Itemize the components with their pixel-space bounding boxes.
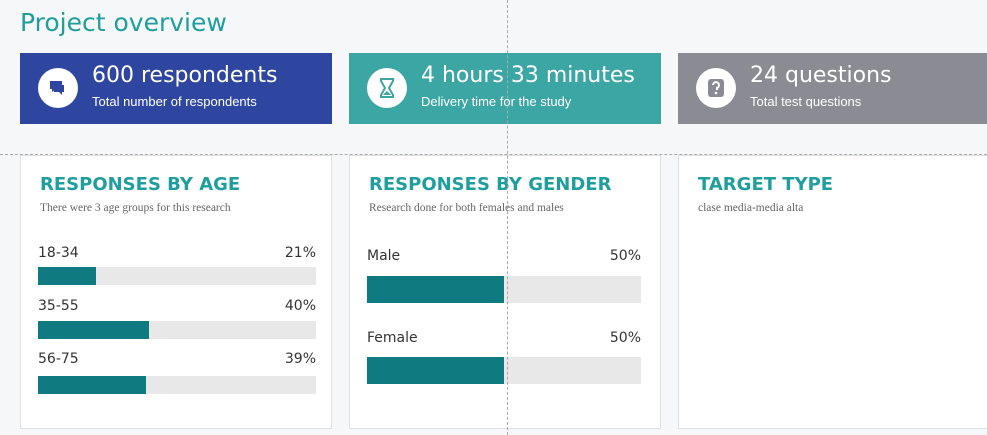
bar-fill [38, 267, 97, 285]
panel-subtitle: clase media-media alta [698, 202, 804, 214]
stat-value: 600 respondents [92, 63, 278, 88]
panel: TARGET TYPE clase media-media alta [678, 155, 987, 429]
bar-label: 35-55 [38, 298, 79, 314]
bar-value-label: 39% [284, 351, 316, 367]
bar-fill [367, 276, 504, 303]
bar-track [38, 376, 316, 394]
bar-label: Female [367, 330, 418, 346]
stat-value: 24 questions [750, 63, 892, 88]
bar-value-label: 21% [284, 245, 316, 261]
bar-label: 18-34 [38, 245, 79, 261]
bar-fill [367, 357, 504, 384]
icon-glyph [50, 81, 64, 95]
bar-label: 56-75 [38, 351, 79, 367]
guide-line [507, 0, 508, 435]
bar-value-label: 40% [284, 298, 316, 314]
stat-card: 4 hours 33 minutes Delivery time for the … [349, 53, 661, 124]
guide-line [0, 154, 987, 155]
panel-title: RESPONSES BY GENDER [369, 174, 612, 195]
stat-caption: Total test questions [750, 94, 862, 109]
stat-caption: Total number of respondents [92, 94, 257, 109]
stat-icon [367, 68, 407, 108]
panel-subtitle: There were 3 age groups for this researc… [40, 202, 231, 214]
icon-glyph [708, 79, 724, 97]
panel: RESPONSES BY GENDER Research done for bot… [349, 155, 661, 429]
bar-track [367, 276, 641, 303]
stat-icon [38, 68, 78, 108]
bar-fill [38, 376, 147, 394]
stat-icon [696, 68, 736, 108]
stat-value: 4 hours 33 minutes [421, 63, 635, 88]
panel-title: TARGET TYPE [698, 174, 834, 195]
stat-caption: Delivery time for the study [421, 94, 572, 109]
panel-title: RESPONSES BY AGE [40, 174, 241, 195]
bar-track [38, 267, 316, 285]
bar-track [38, 321, 316, 339]
stat-card: 24 questions Total test questions [678, 53, 987, 124]
page-title: Project overview [20, 8, 227, 37]
bar-value-label: 50% [609, 248, 641, 264]
bar-value-label: 50% [609, 330, 641, 346]
bar-track [367, 357, 641, 384]
stat-card: 600 respondents Total number of responden… [20, 53, 332, 124]
bar-fill [38, 321, 150, 339]
panel: RESPONSES BY AGE There were 3 age groups … [20, 155, 332, 429]
panel-subtitle: Research done for both females and males [369, 202, 564, 214]
bar-label: Male [367, 248, 401, 264]
icon-glyph [380, 78, 394, 98]
